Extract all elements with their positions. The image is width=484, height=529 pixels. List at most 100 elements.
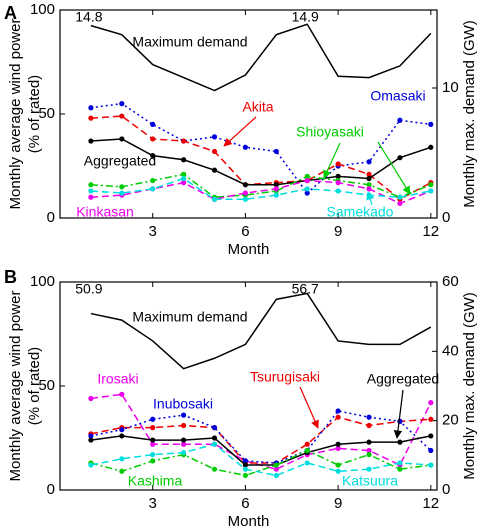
series-label: Omasaki: [370, 88, 425, 104]
arrow: [377, 141, 411, 195]
x-axis-label: Month: [228, 241, 270, 258]
data-point: [181, 441, 187, 447]
data-point: [397, 155, 403, 161]
data-point: [397, 200, 403, 207]
y2-tick-label: 0: [442, 481, 450, 498]
data-point: [150, 458, 156, 464]
data-point: [119, 113, 125, 119]
data-point: [88, 188, 94, 194]
x-tick-label: 6: [241, 223, 249, 240]
data-point: [88, 194, 94, 200]
series-line: [90, 173, 432, 199]
data-point: [335, 441, 341, 447]
y2-tick-label: 0: [442, 209, 450, 226]
data-point: [397, 439, 403, 445]
data-point: [211, 435, 218, 441]
series-line: [90, 443, 431, 477]
data-point: [335, 445, 341, 451]
data-point: [181, 175, 187, 182]
data-point: [335, 180, 341, 186]
x-tick-label: 6: [241, 495, 249, 512]
data-point: [119, 190, 125, 196]
data-point: [88, 115, 94, 121]
data-point: [242, 182, 249, 188]
panel-letter: A: [4, 3, 17, 23]
data-point: [242, 472, 249, 479]
y2-tick-label: 10: [442, 79, 459, 96]
data-point: [181, 171, 187, 177]
y2-tick-label: 20: [442, 412, 459, 429]
series-line: [90, 292, 432, 370]
series-line: [90, 23, 432, 92]
data-point: [366, 452, 372, 458]
series-label: Shioyasaki: [296, 124, 364, 140]
data-point: [428, 144, 434, 150]
data-point: [211, 196, 218, 202]
data-point: [150, 452, 156, 458]
data-point: [335, 161, 341, 167]
data-point: [211, 466, 218, 472]
data-point: [88, 395, 94, 402]
x-tick-label: 9: [334, 495, 342, 512]
y-tick-label: 50: [38, 105, 55, 122]
data-point: [366, 175, 372, 182]
data-point: [181, 437, 187, 443]
series-line: [90, 410, 432, 464]
x-tick-label: 3: [149, 223, 157, 240]
data-point: [366, 422, 372, 429]
series-line: [90, 449, 431, 477]
panel-letter: B: [4, 267, 17, 287]
data-point: [304, 177, 310, 184]
data-point: [428, 416, 434, 422]
x-tick-label: 12: [422, 495, 439, 512]
data-point: [428, 447, 434, 454]
y-axis-label: Monthly average wind power: [7, 291, 24, 482]
series-line: [90, 416, 431, 464]
arrow: [323, 142, 341, 179]
data-point: [397, 117, 403, 123]
data-point: [88, 105, 94, 111]
data-point: [366, 439, 372, 445]
data-point: [119, 456, 125, 462]
data-point: [211, 425, 218, 431]
data-point: [428, 433, 434, 439]
series-line: [90, 138, 432, 186]
data-point: [242, 458, 249, 464]
data-point: [119, 468, 125, 474]
series-label: Samekado: [327, 204, 394, 220]
data-point: [242, 466, 249, 472]
data-point: [181, 422, 187, 429]
data-point: [119, 184, 125, 190]
data-point: [335, 462, 341, 468]
data-point: [304, 186, 310, 192]
value-label: 56.7: [292, 281, 319, 297]
data-point: [273, 192, 279, 198]
data-point: [88, 138, 94, 144]
data-point: [181, 449, 187, 456]
y-tick-label: 100: [30, 273, 55, 290]
data-point: [211, 148, 218, 155]
data-point: [119, 391, 125, 397]
data-point: [366, 182, 372, 188]
data-point: [304, 190, 310, 196]
x-tick-label: 3: [149, 495, 157, 512]
data-point: [273, 466, 279, 472]
data-point: [304, 460, 310, 466]
data-point: [335, 468, 341, 474]
data-point: [304, 173, 310, 179]
y-tick-label: 0: [47, 209, 55, 226]
data-point: [335, 408, 341, 414]
data-point: [273, 148, 279, 155]
series-line: [90, 102, 431, 195]
series-label: Maximum demand: [132, 309, 247, 325]
value-label: 14.8: [75, 9, 102, 25]
data-point: [211, 441, 218, 447]
data-point: [242, 190, 249, 196]
y2-tick-label: 40: [442, 342, 459, 359]
data-point: [88, 182, 94, 188]
data-point: [150, 416, 156, 422]
data-point: [150, 136, 156, 142]
data-point: [150, 153, 156, 159]
data-point: [150, 177, 156, 184]
